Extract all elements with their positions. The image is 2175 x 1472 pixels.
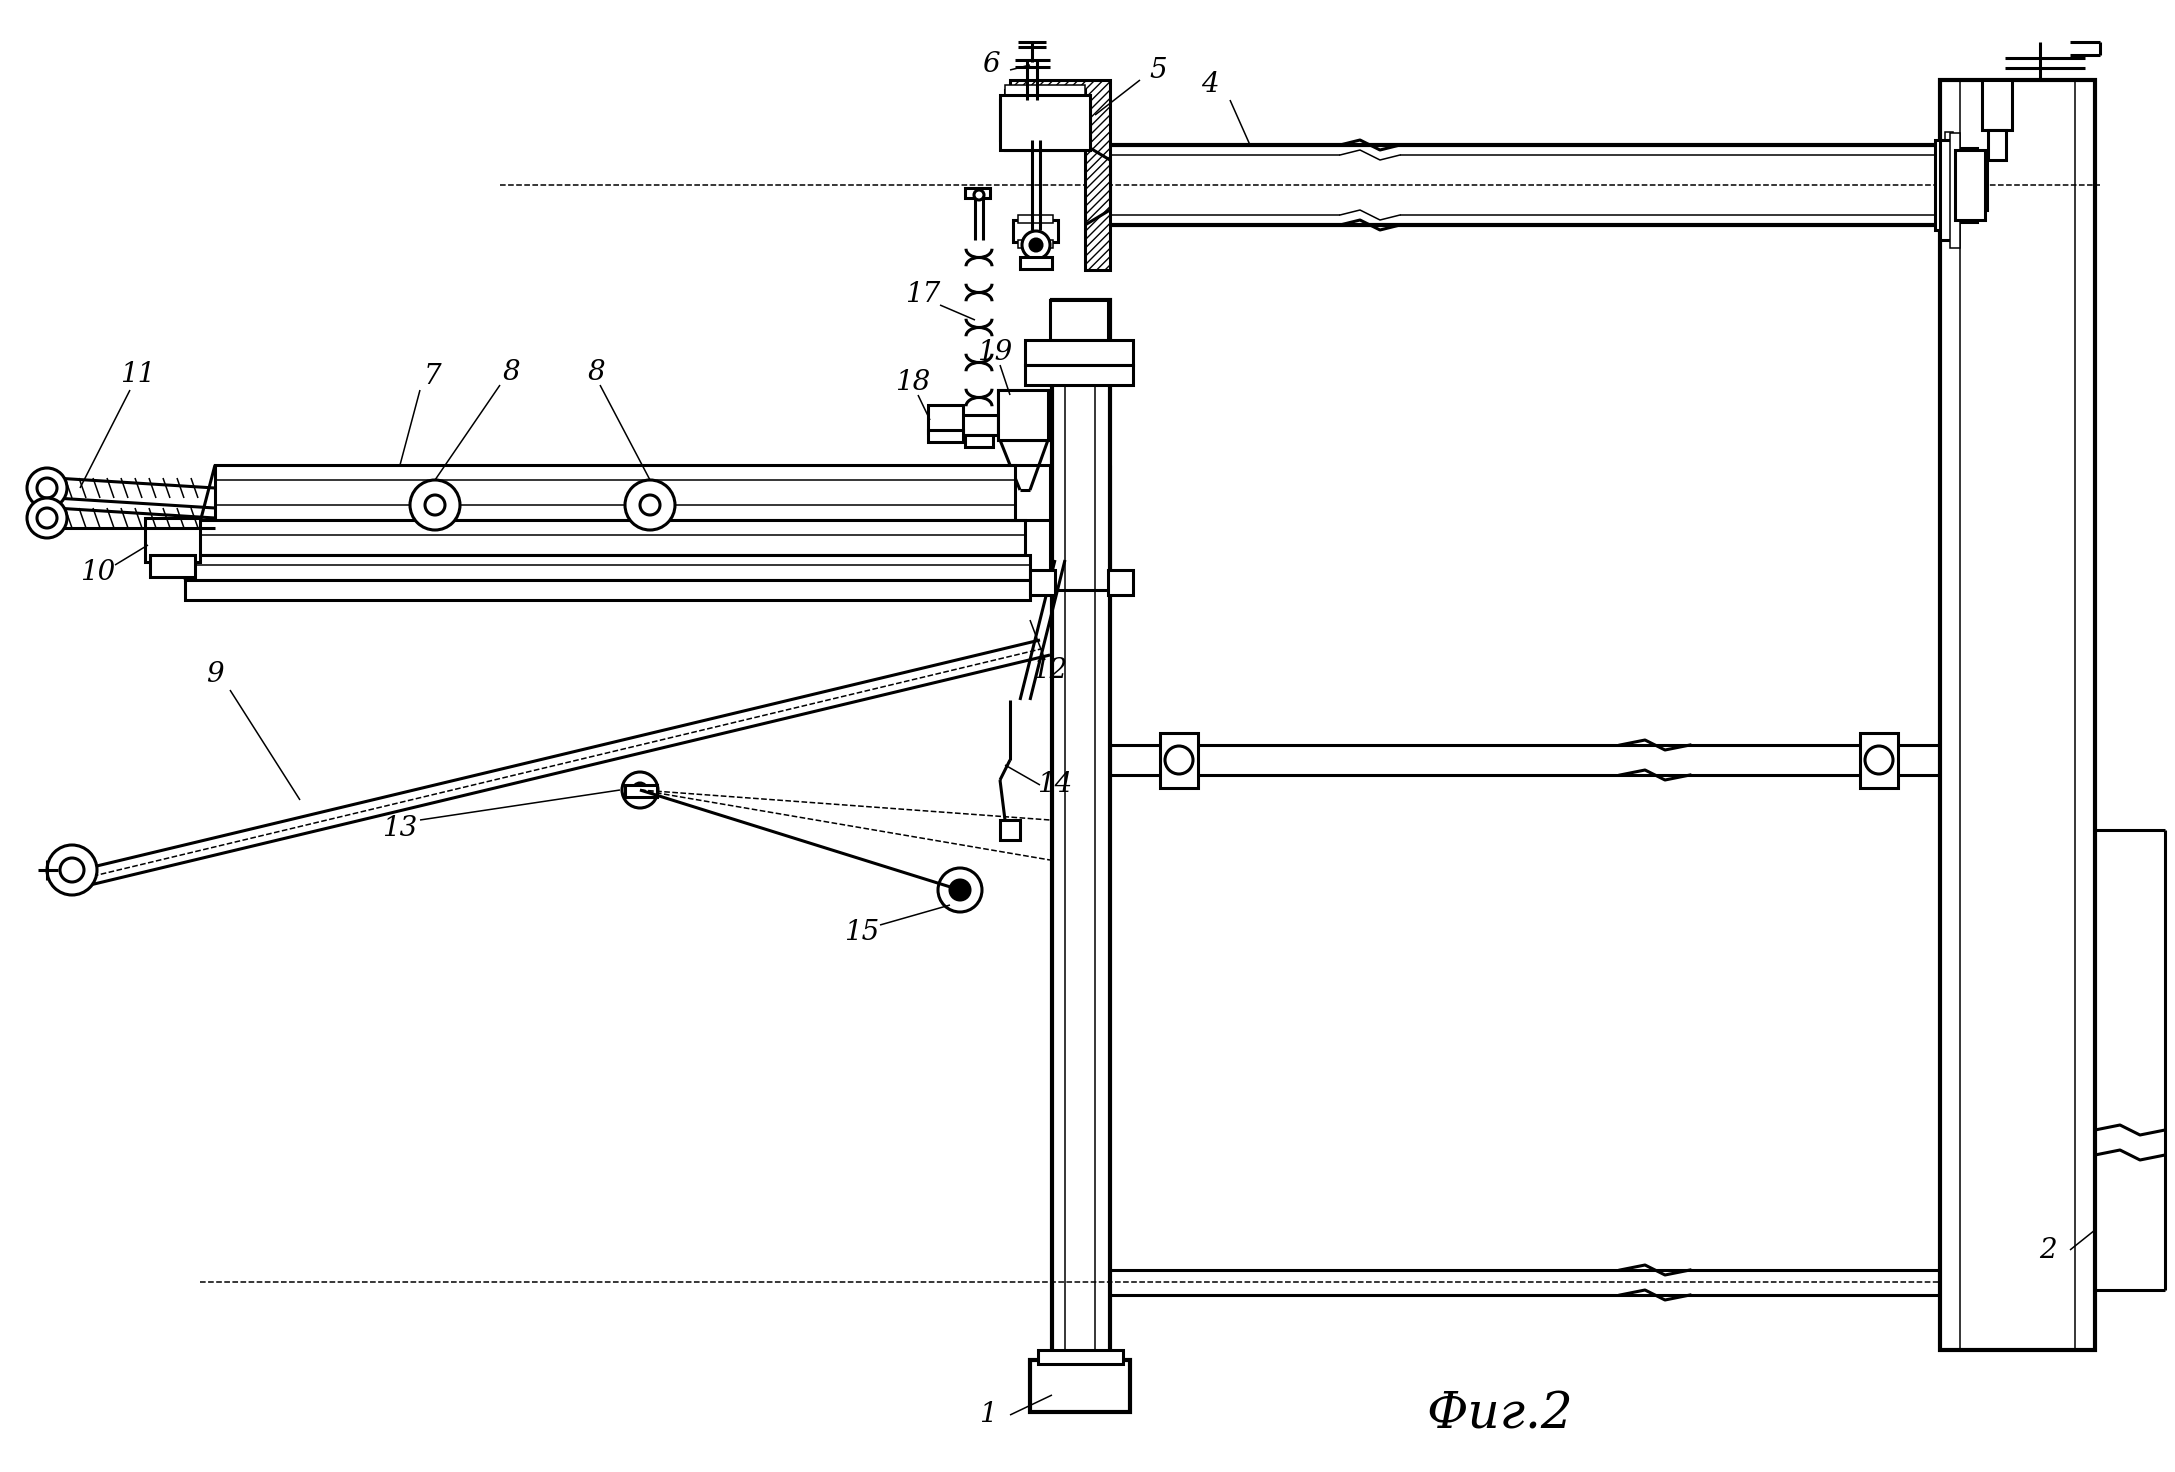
Circle shape	[1166, 746, 1194, 774]
Bar	[1000, 100, 1090, 140]
Bar	[1009, 105, 1081, 135]
Text: 12: 12	[1033, 657, 1068, 683]
Bar	[1031, 570, 1055, 595]
Circle shape	[424, 495, 446, 515]
Circle shape	[639, 495, 659, 515]
Text: 8: 8	[587, 359, 605, 387]
Text: 13: 13	[383, 814, 418, 842]
Circle shape	[622, 771, 659, 808]
Text: 2: 2	[2040, 1236, 2058, 1263]
Circle shape	[974, 190, 983, 200]
Bar	[1053, 300, 1109, 1360]
Bar	[1944, 132, 1953, 238]
Circle shape	[61, 858, 85, 882]
Bar	[1024, 340, 1133, 365]
Bar	[1940, 79, 2095, 1350]
Bar	[215, 465, 1016, 520]
Bar	[1940, 140, 1955, 240]
Bar	[1000, 96, 1090, 150]
Polygon shape	[1009, 79, 1109, 269]
Bar	[624, 785, 657, 796]
Bar	[966, 436, 994, 447]
Bar	[1014, 219, 1057, 241]
Bar	[929, 405, 964, 433]
Bar	[1018, 240, 1053, 247]
Bar	[1988, 130, 2005, 160]
Bar	[1051, 300, 1107, 340]
Bar	[1860, 733, 1899, 788]
Text: 19: 19	[977, 339, 1014, 365]
Bar	[1005, 135, 1085, 150]
Text: 5: 5	[1148, 56, 1166, 84]
Bar	[959, 415, 998, 436]
Circle shape	[937, 868, 981, 913]
Text: 1: 1	[979, 1401, 996, 1428]
Bar	[1005, 85, 1085, 96]
Circle shape	[624, 480, 674, 530]
Text: 17: 17	[905, 281, 940, 309]
Bar	[929, 430, 964, 442]
Bar	[998, 390, 1048, 440]
Text: 10: 10	[80, 558, 115, 586]
Bar	[1018, 215, 1053, 222]
Bar	[966, 188, 990, 199]
Text: 4: 4	[1201, 72, 1218, 99]
Text: 8: 8	[502, 359, 520, 387]
Bar	[1975, 160, 1988, 210]
Circle shape	[37, 508, 57, 528]
Circle shape	[1022, 231, 1051, 259]
Bar	[1981, 79, 2012, 130]
Bar	[146, 518, 200, 562]
Circle shape	[26, 498, 67, 537]
Text: Фиг.2: Фиг.2	[1427, 1390, 1573, 1440]
Circle shape	[1864, 746, 1892, 774]
Circle shape	[26, 468, 67, 508]
Text: 6: 6	[983, 52, 1000, 78]
Text: 18: 18	[896, 368, 931, 396]
Bar	[1005, 90, 1085, 105]
Bar	[1107, 570, 1133, 595]
Bar	[1037, 1350, 1122, 1365]
Bar	[1024, 365, 1133, 386]
Circle shape	[48, 845, 98, 895]
Bar	[1031, 1360, 1131, 1412]
Circle shape	[633, 783, 646, 796]
Bar	[150, 555, 196, 577]
Circle shape	[950, 880, 970, 899]
Bar	[185, 580, 1031, 601]
Text: 9: 9	[207, 661, 224, 689]
Text: 14: 14	[1037, 771, 1072, 798]
Bar	[1000, 820, 1020, 841]
Text: 11: 11	[120, 362, 157, 389]
Bar	[196, 520, 1024, 555]
Bar	[1159, 733, 1198, 788]
Bar	[998, 390, 1048, 440]
Bar	[1951, 149, 1977, 222]
Bar	[1020, 258, 1053, 269]
Bar	[185, 555, 1031, 580]
Circle shape	[1031, 238, 1042, 252]
Circle shape	[37, 478, 57, 498]
Bar	[1951, 132, 1960, 247]
Text: 15: 15	[844, 919, 879, 945]
Circle shape	[411, 480, 459, 530]
Text: 7: 7	[424, 364, 442, 390]
Bar	[1955, 150, 1986, 219]
Bar	[1936, 140, 1947, 230]
